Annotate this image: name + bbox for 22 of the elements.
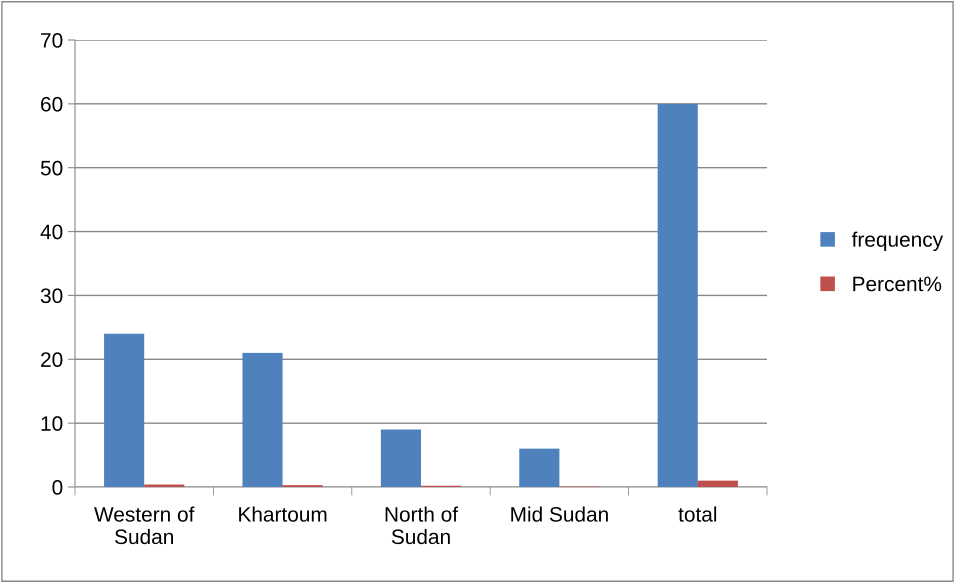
- y-tick-label: 30: [40, 288, 62, 304]
- y-tick-label: 40: [40, 224, 62, 240]
- x-tick-label: Khartoum: [239, 506, 326, 522]
- x-tick-label: total: [678, 506, 716, 522]
- y-tick-label: 70: [41, 33, 62, 48]
- x-tick-label: Western of Sudan: [94, 506, 194, 544]
- bar: [698, 480, 738, 487]
- bar: [658, 104, 698, 487]
- bar: [380, 430, 421, 487]
- y-tick-label: 10: [42, 416, 62, 431]
- y-tick-label: 60: [41, 96, 62, 112]
- y-tick-label: 0: [52, 480, 62, 495]
- y-tick-label: 50: [40, 160, 62, 176]
- bar: [104, 334, 144, 487]
- bar: [242, 352, 283, 487]
- legend-label: frequency: [852, 232, 944, 251]
- y-tick-label: 20: [41, 352, 62, 368]
- bar: [519, 448, 560, 487]
- bar: [144, 484, 184, 487]
- legend-label: Percent%: [853, 276, 942, 292]
- x-tick-label: North of Sudan: [386, 506, 458, 544]
- x-tick-label: Mid Sudan: [511, 506, 608, 522]
